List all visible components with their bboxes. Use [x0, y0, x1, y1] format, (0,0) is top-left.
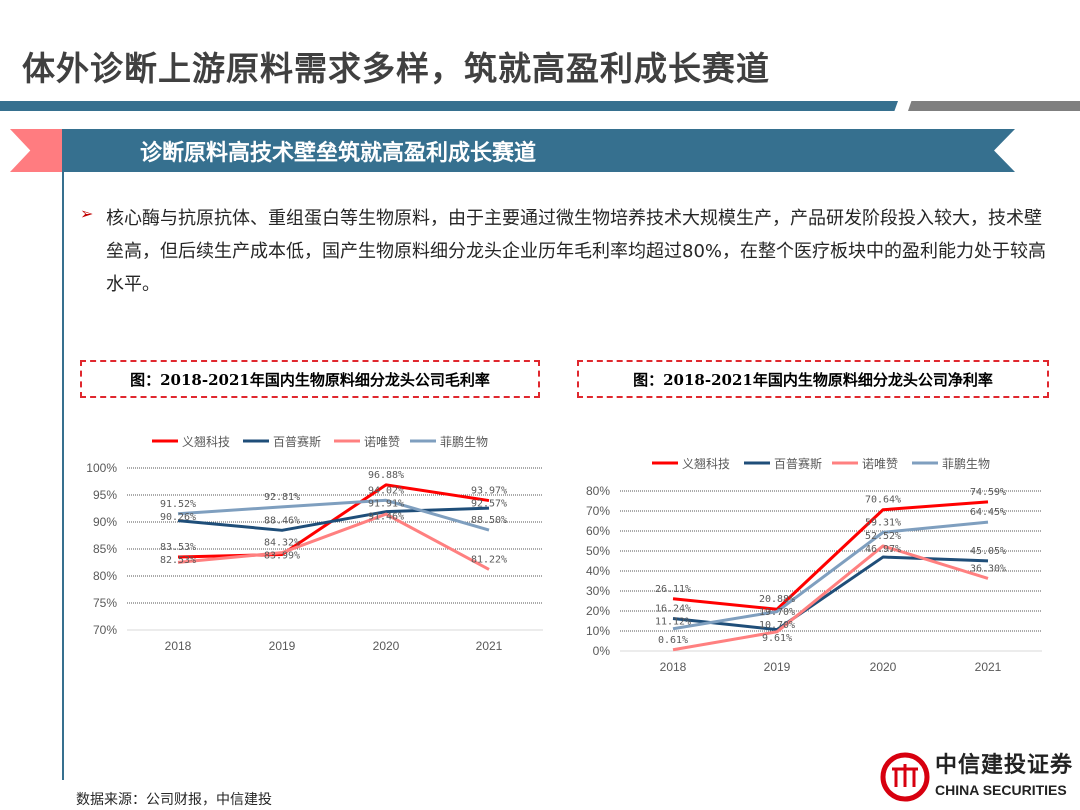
citic-logo-icon — [880, 752, 930, 802]
x-tick-label: 2021 — [476, 639, 503, 653]
y-tick-label: 70% — [93, 623, 117, 637]
data-label: 94.02% — [368, 485, 404, 496]
x-tick-label: 2019 — [764, 660, 791, 674]
chart-title-net-margin: 图：2018-2021年国内生物原料细分龙头公司净利率 — [577, 360, 1049, 398]
page-title: 体外诊断上游原料需求多样，筑就高盈利成长赛道 — [22, 49, 770, 88]
x-tick-label: 2020 — [373, 639, 400, 653]
data-label: 59.31% — [865, 517, 901, 528]
series-line — [672, 500, 989, 611]
y-tick-label: 95% — [93, 488, 117, 502]
data-label: 74.59% — [970, 487, 1006, 498]
x-tick-label: 2019 — [269, 639, 296, 653]
data-label: 91.52% — [160, 499, 196, 510]
legend-label: 菲鹏生物 — [440, 435, 488, 449]
chart-title-gross-margin: 图：2018-2021年国内生物原料细分龙头公司毛利率 — [80, 360, 540, 398]
y-tick-label: 30% — [586, 584, 610, 598]
data-label: 81.22% — [471, 554, 507, 565]
legend-label: 百普赛斯 — [774, 456, 822, 471]
series-line — [672, 520, 989, 631]
data-label: 36.30% — [970, 563, 1006, 574]
section-banner-title: 诊断原料高技术壁垒筑就高盈利成长赛道 — [140, 141, 537, 166]
data-label: 83.99% — [264, 551, 300, 562]
data-label: 96.88% — [368, 470, 404, 481]
legend-label: 菲鹏生物 — [942, 457, 990, 471]
data-label: 11.12% — [655, 617, 691, 628]
x-tick-label: 2018 — [660, 660, 687, 674]
x-tick-label: 2018 — [165, 639, 192, 653]
data-label: 88.50% — [471, 515, 507, 526]
data-label: 9.61% — [762, 633, 792, 644]
y-tick-label: 0% — [593, 644, 611, 658]
data-label: 64.45% — [970, 507, 1006, 518]
y-tick-label: 90% — [93, 515, 117, 529]
data-label: 10.70% — [759, 620, 795, 631]
legend-label: 义翘科技 — [182, 435, 230, 449]
data-label: 0.61% — [658, 635, 688, 646]
data-label: 91.91% — [368, 498, 404, 509]
data-label: 82.53% — [160, 555, 196, 566]
bullet-text: 核心酶与抗原抗体、重组蛋白等生物原料，由于主要通过微生物培养技术大规模生产，产品… — [106, 208, 1047, 295]
data-label: 92.57% — [471, 499, 507, 510]
series-line — [672, 555, 989, 632]
data-label: 26.11% — [655, 584, 691, 595]
y-tick-label: 10% — [586, 624, 610, 638]
y-tick-label: 70% — [586, 504, 610, 518]
y-tick-label: 20% — [586, 604, 610, 618]
data-label: 83.53% — [160, 542, 196, 553]
data-label: 88.46% — [264, 515, 300, 526]
data-label: 45.05% — [970, 546, 1006, 557]
data-label: 16.24% — [655, 604, 691, 615]
y-tick-label: 85% — [93, 542, 117, 556]
data-label: 91.46% — [368, 511, 404, 522]
section-banner — [62, 129, 1015, 172]
data-label: 19.70% — [759, 607, 795, 618]
data-label: 70.64% — [865, 495, 901, 506]
source-note: 数据来源：公司财报，中信建投 — [76, 792, 272, 808]
y-tick-label: 80% — [586, 484, 610, 498]
y-tick-label: 80% — [93, 569, 117, 583]
series-line — [177, 498, 490, 532]
title-underline-accent — [908, 101, 1080, 111]
y-tick-label: 75% — [93, 596, 117, 610]
data-label: 84.32% — [264, 538, 300, 549]
y-tick-label: 100% — [86, 461, 117, 475]
y-tick-label: 60% — [586, 524, 610, 538]
y-tick-label: 50% — [586, 544, 610, 558]
legend-label: 诺唯赞 — [862, 457, 898, 471]
legend-label: 诺唯赞 — [364, 435, 400, 449]
logo-text-cn: 中信建投证券 — [935, 752, 1074, 778]
data-label: 90.26% — [160, 512, 196, 523]
series-line — [177, 506, 490, 532]
x-tick-label: 2021 — [975, 660, 1002, 674]
legend-label: 义翘科技 — [682, 457, 730, 471]
logo-text-en: CHINA SECURITIES — [935, 782, 1067, 798]
title-underline-bar — [0, 101, 898, 111]
legend-label: 百普赛斯 — [273, 434, 321, 449]
series-line — [672, 544, 989, 652]
arrow-bullet-icon: ➢ — [80, 204, 94, 223]
left-divider — [62, 172, 64, 780]
series-line — [177, 512, 490, 571]
data-label: 92.81% — [264, 492, 300, 503]
data-label: 93.97% — [471, 486, 507, 497]
data-label: 52.52% — [865, 531, 901, 542]
data-label: 46.97% — [865, 544, 901, 555]
y-tick-label: 40% — [586, 564, 610, 578]
x-tick-label: 2020 — [870, 660, 897, 674]
data-label: 20.88% — [759, 594, 795, 605]
